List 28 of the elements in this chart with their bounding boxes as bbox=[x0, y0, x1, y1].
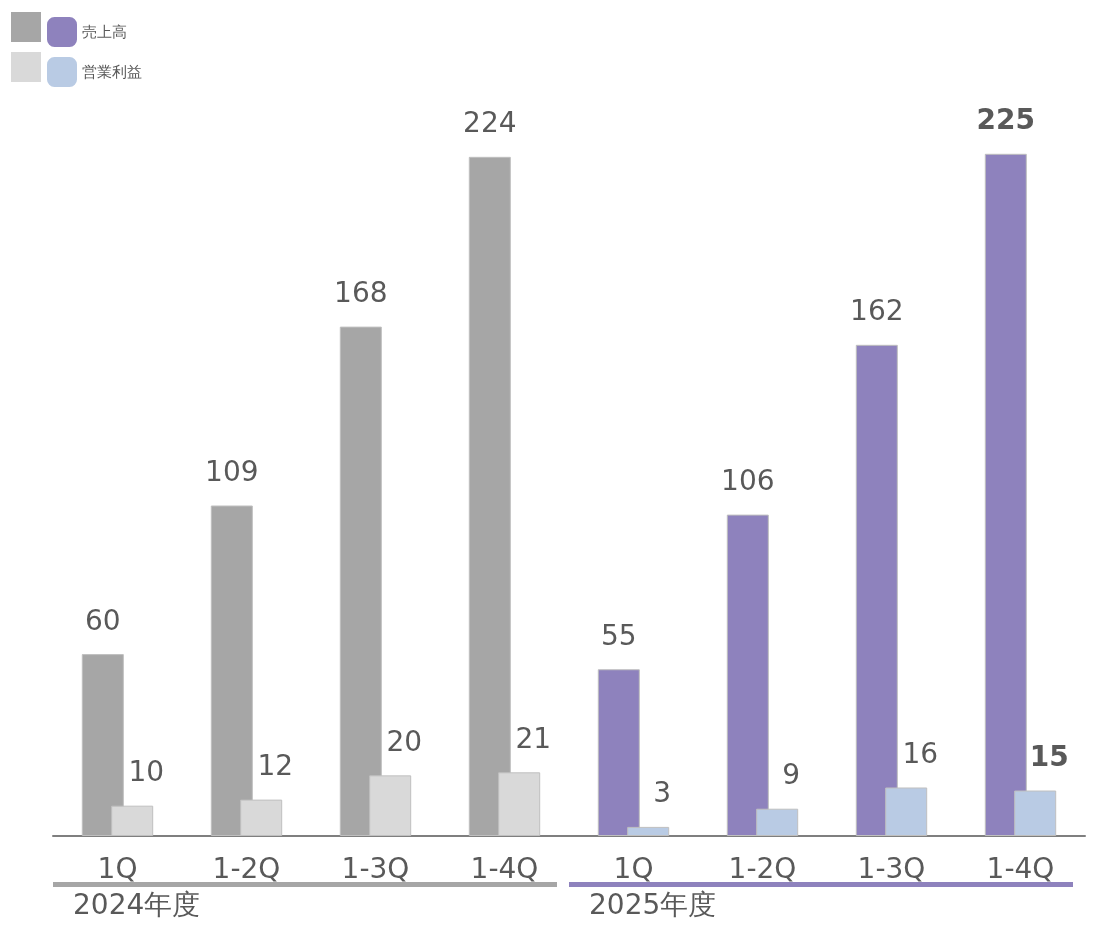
x-tick-label: 1-4Q bbox=[470, 851, 539, 885]
text: 2024年度 bbox=[73, 887, 201, 921]
data-label: 10 bbox=[128, 755, 165, 789]
legend-label: 営業利益 bbox=[82, 63, 142, 81]
x-tick-label: 1-4Q bbox=[986, 851, 1055, 885]
data-label: 162 bbox=[850, 294, 904, 328]
text: 2025年度 bbox=[589, 887, 717, 921]
data-label: 21 bbox=[515, 721, 552, 755]
data-label: 109 bbox=[205, 455, 259, 489]
data-label: 9 bbox=[782, 758, 801, 792]
x-tick-label: 1Q bbox=[613, 851, 654, 885]
x-tick-label: 1-3Q bbox=[857, 851, 926, 885]
data-label: 60 bbox=[84, 603, 121, 637]
x-tick-label: 1-3Q bbox=[341, 851, 410, 885]
data-label: 20 bbox=[386, 724, 423, 758]
data-label: 16 bbox=[902, 736, 939, 770]
x-tick-label: 1Q bbox=[97, 851, 138, 885]
x-tick-label: 1-2Q bbox=[212, 851, 281, 885]
legend-label: 売上高 bbox=[82, 23, 127, 41]
data-label: 106 bbox=[721, 464, 775, 498]
data-label: 55 bbox=[600, 618, 637, 652]
x-tick-label: 1-2Q bbox=[728, 851, 797, 885]
data-label: 168 bbox=[334, 276, 388, 310]
data-label: 3 bbox=[653, 776, 672, 810]
data-label: 225 bbox=[976, 103, 1036, 137]
data-label: 224 bbox=[463, 106, 517, 140]
data-label: 12 bbox=[257, 749, 294, 783]
data-label: 15 bbox=[1029, 740, 1069, 774]
